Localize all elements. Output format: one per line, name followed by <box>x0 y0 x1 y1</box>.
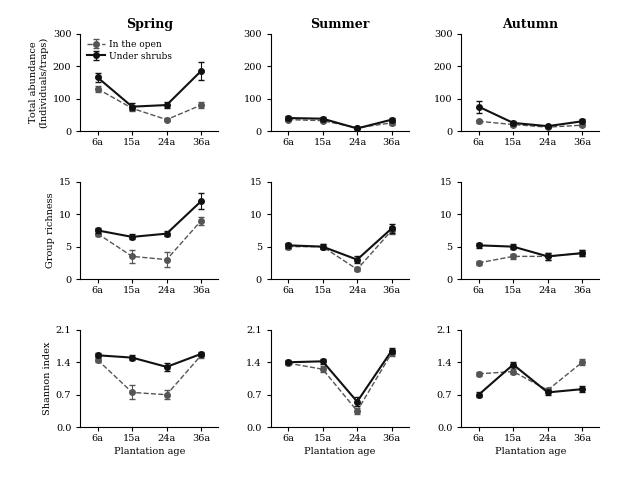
Title: Spring: Spring <box>126 18 173 31</box>
X-axis label: Plantation age: Plantation age <box>114 447 185 456</box>
Title: Autumn: Autumn <box>502 18 559 31</box>
Y-axis label: Shannon index: Shannon index <box>43 342 51 415</box>
X-axis label: Plantation age: Plantation age <box>495 447 566 456</box>
Legend: In the open, Under shrubs: In the open, Under shrubs <box>85 38 174 62</box>
X-axis label: Plantation age: Plantation age <box>304 447 376 456</box>
Title: Summer: Summer <box>310 18 370 31</box>
Y-axis label: Total abundance
(Individuals/traps): Total abundance (Individuals/traps) <box>29 36 49 128</box>
Y-axis label: Group richness: Group richness <box>46 192 55 268</box>
